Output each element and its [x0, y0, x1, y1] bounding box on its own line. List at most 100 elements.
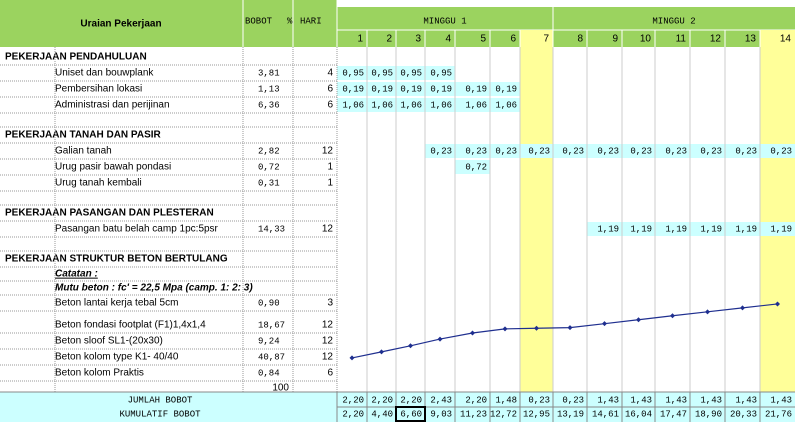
s-curve-point — [705, 309, 710, 315]
item-hari: 4 — [327, 68, 333, 79]
cell-value: 0,19 — [430, 84, 452, 94]
header-bobot: BOBOT — [245, 16, 273, 26]
item-hari: 1 — [327, 178, 333, 189]
section-title: PEKERJAAN STRUKTUR BETON BERTULANG — [5, 254, 228, 265]
section-title: PEKERJAAN PENDAHULUAN — [5, 52, 147, 63]
cell-bg — [760, 222, 795, 236]
cell-bg — [367, 98, 396, 112]
day-number: 12 — [710, 34, 722, 45]
item-name: Beton kolom type K1- 40/40 — [55, 352, 179, 363]
highlight-column — [760, 47, 795, 392]
cell-value: 0,23 — [430, 146, 452, 156]
header-title: Uraian Pekerjaan — [80, 19, 161, 30]
item-bobot: 6,36 — [258, 100, 280, 110]
note: Catatan : — [55, 269, 98, 280]
kumulatif-value: 9,03 — [430, 409, 452, 419]
item-bobot: 0,31 — [258, 178, 280, 188]
jumlah-value: 1,43 — [770, 395, 792, 405]
day-highlight — [760, 30, 795, 47]
cell-value: 0,19 — [465, 84, 487, 94]
kumulatif-label: KUMULATIF BOBOT — [119, 409, 201, 419]
cell-bg — [587, 222, 622, 236]
cell-bg — [490, 98, 520, 112]
cell-value: 0,23 — [630, 146, 652, 156]
cell-bg — [587, 144, 622, 158]
s-curve — [351, 303, 778, 359]
section-title: PEKERJAAN PASANGAN DAN PLESTERAN — [5, 208, 214, 219]
jumlah-value: 2,20 — [400, 395, 422, 405]
cell-bg — [455, 82, 490, 96]
cell-bg — [367, 66, 396, 80]
day-number: 8 — [577, 34, 583, 45]
day-number: 9 — [612, 34, 618, 45]
jumlah-label: JUMLAH BOBOT — [128, 395, 193, 405]
cell-bg — [760, 144, 795, 158]
header-top-strip — [337, 0, 795, 7]
header-bg — [0, 0, 795, 47]
kumulatif-value: 18,90 — [695, 409, 722, 419]
cell-bg — [553, 144, 587, 158]
total-bobot: 100 — [272, 383, 289, 394]
jumlah-value: 1,43 — [665, 395, 687, 405]
week-label: MINGGU 1 — [423, 16, 466, 26]
jumlah-value: 1,48 — [495, 395, 517, 405]
cell-bg — [425, 82, 455, 96]
header-percent: % — [287, 16, 293, 26]
cell-value: 1,19 — [665, 224, 687, 234]
s-curve-point — [602, 321, 607, 327]
cell-value: 1,19 — [597, 224, 619, 234]
cell-value: 1,19 — [735, 224, 757, 234]
cell-bg — [490, 82, 520, 96]
item-name: Urug pasir bawah pondasi — [55, 162, 171, 173]
day-number: 11 — [676, 34, 687, 45]
item-name: Beton sloof SL1-(20x30) — [55, 336, 163, 347]
kumulatif-value: 20,33 — [730, 409, 757, 419]
item-bobot: 0,90 — [258, 298, 280, 308]
cell-value: 1,06 — [342, 100, 364, 110]
kumulatif-value: 13,19 — [557, 409, 584, 419]
cell-bg — [396, 98, 425, 112]
item-bobot: 3,81 — [258, 68, 280, 78]
cell-bg — [337, 98, 367, 112]
cell-value: 0,19 — [371, 84, 393, 94]
day-highlight — [520, 30, 553, 47]
day-number: 2 — [386, 34, 392, 45]
cell-value: 1,19 — [770, 224, 792, 234]
item-bobot: 14,33 — [258, 224, 285, 234]
selected-cell — [395, 406, 426, 422]
s-curve-point — [502, 326, 508, 332]
item-hari: 12 — [322, 352, 334, 363]
s-curve-point — [408, 343, 413, 349]
cell-value: 1,06 — [371, 100, 393, 110]
cell-bg — [725, 144, 760, 158]
item-bobot: 18,67 — [258, 320, 285, 330]
cell-value: 0,23 — [465, 146, 487, 156]
jumlah-value: 1,43 — [735, 395, 757, 405]
day-number: 7 — [543, 34, 549, 45]
item-bobot: 9,24 — [258, 336, 280, 346]
jumlah-value: 2,20 — [465, 395, 487, 405]
s-curve-point — [636, 317, 641, 323]
cell-bg — [655, 144, 690, 158]
day-number: 4 — [445, 34, 451, 45]
item-bobot: 0,84 — [258, 368, 280, 378]
day-number: 5 — [480, 34, 486, 45]
item-hari: 12 — [322, 224, 334, 235]
cell-value: 0,72 — [465, 162, 487, 172]
cell-value: 0,95 — [342, 68, 364, 78]
kumulatif-value: 16,04 — [625, 409, 652, 419]
cell-bg — [455, 160, 490, 174]
cell-value: 1,19 — [630, 224, 652, 234]
item-hari: 12 — [322, 320, 334, 331]
kumulatif-value: 2,20 — [342, 409, 364, 419]
cell-bg — [690, 144, 725, 158]
section-title: PEKERJAAN TANAH DAN PASIR — [5, 130, 162, 141]
jumlah-value: 1,43 — [700, 395, 722, 405]
day-number: 14 — [780, 34, 792, 45]
jumlah-value: 0,23 — [528, 395, 550, 405]
cell-bg — [622, 144, 655, 158]
jumlah-value: 0,23 — [562, 395, 584, 405]
s-curve-point — [349, 355, 355, 361]
cell-bg — [337, 66, 367, 80]
cell-value: 0,95 — [430, 68, 452, 78]
